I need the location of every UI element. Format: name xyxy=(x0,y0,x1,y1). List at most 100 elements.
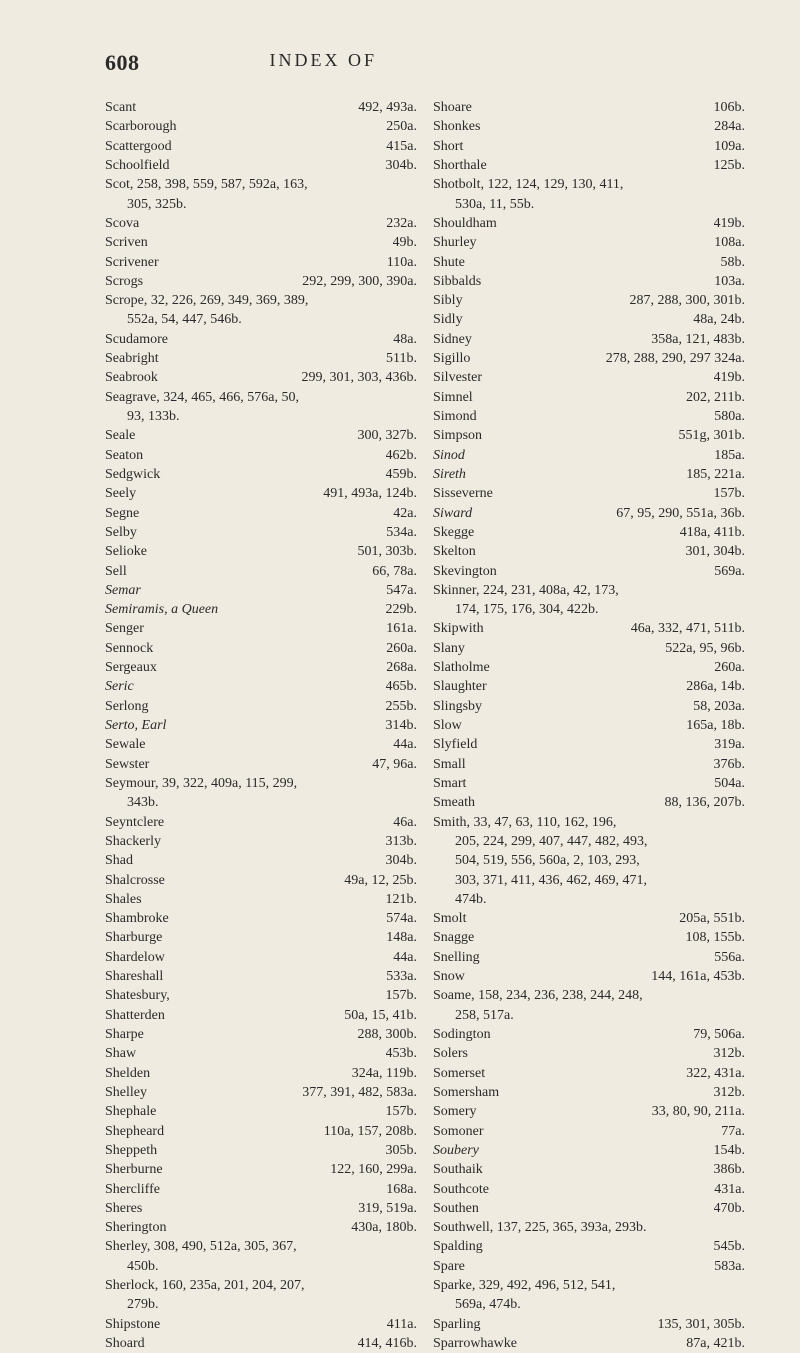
index-entry: Selby534a. xyxy=(105,523,417,542)
index-refs: 278, 288, 290, 297 324a. xyxy=(606,349,745,368)
index-term: Sinod xyxy=(433,446,471,465)
index-continuation: 93, 133b. xyxy=(105,407,417,426)
page-header: 608 INDEX OF xyxy=(105,50,745,76)
index-refs: 58b. xyxy=(721,253,746,272)
index-term: Simond xyxy=(433,407,483,426)
index-entry: Sedgwick459b. xyxy=(105,465,417,484)
index-entry: Somery 33, 80, 90, 211a. xyxy=(433,1102,745,1121)
index-term: Sibbalds xyxy=(433,272,487,291)
index-entry: Sewale44a. xyxy=(105,735,417,754)
index-entry: Silvester419b. xyxy=(433,368,745,387)
index-refs: 47, 96a. xyxy=(372,755,417,774)
index-term: Shepheard xyxy=(105,1122,170,1141)
index-term: Shardelow xyxy=(105,948,171,967)
index-term: Shelley xyxy=(105,1083,153,1102)
index-refs: 386b. xyxy=(714,1160,746,1179)
index-term: Smeath xyxy=(433,793,481,812)
index-term: Southwell, 137, 225, 365, 393a, 293b. xyxy=(433,1218,653,1237)
index-refs: 511b. xyxy=(386,349,417,368)
index-continuation: 279b. xyxy=(105,1295,417,1314)
index-term: Short xyxy=(433,137,469,156)
index-term: Soubery xyxy=(433,1141,485,1160)
index-term: Seymour, 39, 322, 409a, 115, 299, xyxy=(105,774,303,793)
index-refs: 415a. xyxy=(386,137,417,156)
index-refs: 547a. xyxy=(386,581,417,600)
index-entry: Seymour, 39, 322, 409a, 115, 299, xyxy=(105,774,417,793)
index-refs: 414, 416b. xyxy=(358,1334,418,1353)
index-term: Sparling xyxy=(433,1315,486,1334)
index-term: Solers xyxy=(433,1044,474,1063)
index-refs: 551g, 301b. xyxy=(679,426,746,445)
index-term: Scriven xyxy=(105,233,154,252)
index-entry: Shouldham419b. xyxy=(433,214,745,233)
index-entry: Spare583a. xyxy=(433,1257,745,1276)
index-term: Sergeaux xyxy=(105,658,163,677)
index-refs: 49b. xyxy=(393,233,418,252)
index-term: Sireth xyxy=(433,465,472,484)
index-entry: Slyfield319a. xyxy=(433,735,745,754)
index-continuation: 174, 175, 176, 304, 422b. xyxy=(433,600,745,619)
index-entry: Sparke, 329, 492, 496, 512, 541, xyxy=(433,1276,745,1295)
index-refs: 33, 80, 90, 211a. xyxy=(652,1102,745,1121)
index-term: Shambroke xyxy=(105,909,175,928)
index-refs: 110a. xyxy=(387,253,417,272)
index-refs: 286a, 14b. xyxy=(686,677,745,696)
index-entry: Sisseverne157b. xyxy=(433,484,745,503)
index-entry: Scrogs292, 299, 300, 390a. xyxy=(105,272,417,291)
index-term: Smart xyxy=(433,774,472,793)
index-term: Schoolfield xyxy=(105,156,176,175)
index-refs: 465b. xyxy=(386,677,418,696)
index-entry: Sibbalds103a. xyxy=(433,272,745,291)
index-refs: 358a, 121, 483b. xyxy=(651,330,745,349)
index-term: Shorthale xyxy=(433,156,493,175)
index-refs: 49a, 12, 25b. xyxy=(344,871,417,890)
index-entry: Southwell, 137, 225, 365, 393a, 293b. xyxy=(433,1218,745,1237)
index-refs: 580a. xyxy=(714,407,745,426)
index-refs: 44a. xyxy=(393,735,417,754)
index-term: Shotbolt, 122, 124, 129, 130, 411, xyxy=(433,175,629,194)
index-columns: Scant492, 493a.Scarborough250a.Scattergo… xyxy=(105,98,745,1353)
index-term: Slyfield xyxy=(433,735,483,754)
index-refs: 377, 391, 482, 583a. xyxy=(302,1083,417,1102)
index-term: Siward xyxy=(433,504,478,523)
index-entry: Shepheard110a, 157, 208b. xyxy=(105,1122,417,1141)
index-term: Shareshall xyxy=(105,967,169,986)
index-entry: Smolt205a, 551b. xyxy=(433,909,745,928)
index-entry: Solers312b. xyxy=(433,1044,745,1063)
index-entry: Sheppeth305b. xyxy=(105,1141,417,1160)
index-entry: Sergeaux268a. xyxy=(105,658,417,677)
index-refs: 109a. xyxy=(714,137,745,156)
index-term: Shonkes xyxy=(433,117,486,136)
index-term: Smolt xyxy=(433,909,472,928)
index-term: Shurley xyxy=(433,233,483,252)
index-refs: 453b. xyxy=(386,1044,418,1063)
index-term: Somery xyxy=(433,1102,483,1121)
index-refs: 419b. xyxy=(714,214,746,233)
index-continuation: 450b. xyxy=(105,1257,417,1276)
index-refs: 232a. xyxy=(386,214,417,233)
index-entry: Slany522a, 95, 96b. xyxy=(433,639,745,658)
index-entry: Schoolfield304b. xyxy=(105,156,417,175)
index-term: Sennock xyxy=(105,639,159,658)
index-term: Scudamore xyxy=(105,330,174,349)
index-entry: Sharpe288, 300b. xyxy=(105,1025,417,1044)
index-term: Shelden xyxy=(105,1064,156,1083)
index-entry: Sherlock, 160, 235a, 201, 204, 207, xyxy=(105,1276,417,1295)
index-refs: 58, 203a. xyxy=(693,697,745,716)
index-refs: 287, 288, 300, 301b. xyxy=(630,291,746,310)
index-term: Shatterden xyxy=(105,1006,171,1025)
index-entry: Seely491, 493a, 124b. xyxy=(105,484,417,503)
index-refs: 148a. xyxy=(386,928,417,947)
index-continuation: 569a, 474b. xyxy=(433,1295,745,1314)
index-term: Snelling xyxy=(433,948,486,967)
index-refs: 534a. xyxy=(386,523,417,542)
index-entry: Scrope, 32, 226, 269, 349, 369, 389, xyxy=(105,291,417,310)
index-entry: Shephale157b. xyxy=(105,1102,417,1121)
index-term: Shales xyxy=(105,890,148,909)
index-term: Senger xyxy=(105,619,150,638)
index-continuation: 258, 517a. xyxy=(433,1006,745,1025)
index-term: Skegge xyxy=(433,523,480,542)
index-entry: Shoare106b. xyxy=(433,98,745,117)
index-term: Shoare xyxy=(433,98,478,117)
index-entry: Siward67, 95, 290, 551a, 36b. xyxy=(433,504,745,523)
